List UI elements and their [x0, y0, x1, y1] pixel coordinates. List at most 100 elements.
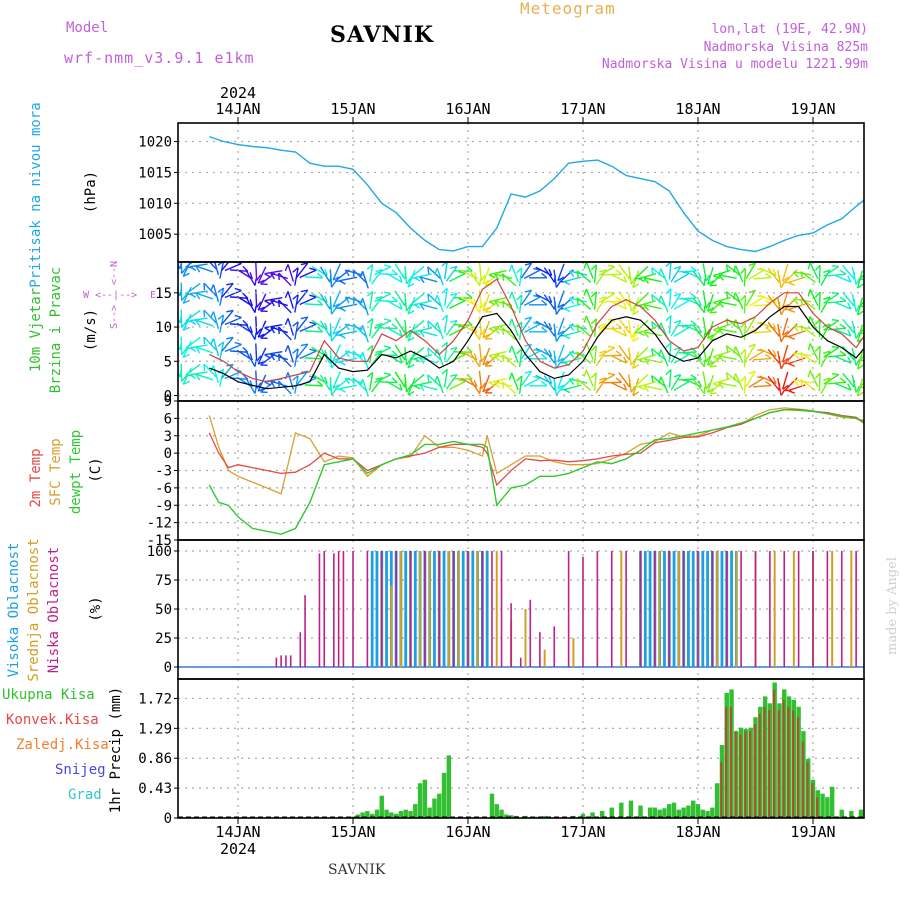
wind-barb: [419, 330, 438, 337]
wind-barb: [702, 371, 707, 390]
model-label: Model: [66, 20, 109, 36]
wind-barb-flag: [217, 262, 224, 266]
wind-barb-flag: [665, 288, 672, 295]
wind-barb: [876, 350, 891, 361]
wind-barb-flag: [332, 276, 340, 281]
wind-barb-flag: [623, 329, 628, 337]
precip-total-bar: [379, 795, 384, 818]
wind-barb-flag: [541, 326, 548, 333]
wind-barb: [264, 323, 283, 329]
wind-barb-flag: [466, 293, 473, 299]
precip-total-bar: [393, 813, 399, 818]
wind-barb: [827, 381, 846, 385]
wind-barb: [189, 371, 208, 376]
cloud-bar: [648, 551, 652, 667]
compass-north: <--N: [109, 261, 120, 285]
wind-barb-flag: [690, 320, 697, 326]
precip-total-bar: [446, 755, 452, 818]
wind-barb: [374, 266, 392, 276]
wind-barb: [352, 296, 367, 310]
wind-barb-flag: [623, 383, 628, 391]
wind-barb-flag: [615, 323, 623, 329]
wind-barb: [753, 384, 772, 388]
wind-barb-flag: [563, 389, 571, 394]
wind-barb: [319, 293, 331, 310]
wind-barb: [748, 377, 765, 388]
wind-barb: [443, 262, 448, 280]
dewpoint-line: [208, 408, 864, 535]
wind-barb-flag: [632, 283, 640, 289]
wind-barb-flag: [479, 386, 482, 394]
wind-barb: [245, 323, 256, 340]
wind-barb-flag: [375, 323, 383, 327]
cloud-bar: [485, 551, 489, 667]
wind-barb-flag: [508, 291, 513, 299]
wind-barb-flag: [332, 330, 340, 335]
wind-barb-flag: [249, 326, 253, 334]
wind-barb-flag: [383, 372, 392, 376]
wind-barb-flag: [868, 296, 873, 301]
wind-barb-flag: [300, 316, 308, 320]
wind-barb: [868, 269, 886, 272]
wind-barb: [644, 358, 662, 364]
wind-barb: [287, 345, 295, 363]
cloud-bar: [461, 551, 465, 667]
wind-barb: [618, 345, 631, 361]
wind-barb: [203, 363, 217, 378]
wind-barb: [478, 370, 483, 389]
wind-barb: [304, 384, 323, 387]
wind-barb: [651, 375, 667, 388]
wind-barb-flag: [427, 266, 430, 274]
wind-barb: [745, 262, 756, 280]
cloud-bar: [399, 551, 402, 667]
wind-barb: [374, 320, 392, 330]
wind-barb-flag: [501, 300, 505, 308]
wind-barb-flag: [524, 262, 532, 266]
wind-barb-flag: [284, 291, 289, 299]
precip-conv-bar: [806, 762, 809, 818]
wind-barb: [718, 328, 737, 333]
wind-barb-flag: [264, 273, 272, 278]
precip-total-bar: [839, 809, 844, 818]
cloud-bar: [385, 551, 388, 667]
cloud-bar: [285, 655, 287, 667]
wind-barb: [557, 344, 565, 362]
wind-barb: [718, 355, 737, 360]
wind-barb: [518, 294, 523, 314]
wind-barb: [414, 300, 432, 306]
temp-unit: (C): [88, 457, 104, 482]
y-tick-label: 1015: [138, 165, 172, 181]
cloud-bar: [735, 551, 738, 667]
wind-barb: [339, 384, 358, 390]
wind-barb: [185, 262, 194, 268]
wind-barb-flag: [226, 282, 234, 286]
wind-barb-flag: [277, 299, 280, 308]
cloud-mid-label: Srednja Oblacnost: [26, 538, 42, 681]
wind-barb-flag: [383, 264, 392, 268]
wind-barb: [718, 301, 737, 306]
precip-total-bar: [437, 793, 442, 818]
wind-barb-flag: [195, 373, 201, 381]
precip-unit: 1hr Precip (mm): [108, 687, 124, 813]
wind-barb-flag: [292, 375, 299, 381]
wind-barb: [702, 344, 707, 363]
wind-barb: [781, 317, 789, 336]
bottom-axis-day: 14JAN: [215, 823, 260, 841]
wind-barb-flag: [590, 291, 597, 298]
wind-barb: [296, 316, 309, 332]
wind-barb: [885, 323, 893, 339]
wind-barb-flag: [632, 391, 640, 397]
wind-barb: [678, 270, 697, 273]
wind-barb-flag: [330, 281, 337, 288]
wind-barb-flag: [249, 299, 253, 307]
wind-barb: [851, 320, 857, 339]
wind-barb: [257, 293, 267, 311]
wind-barb: [212, 365, 220, 384]
wind-barb-flag: [847, 275, 852, 283]
wind-barb: [673, 299, 690, 310]
wind-barb-flag: [800, 352, 804, 360]
precip-conv-bar: [753, 724, 756, 818]
cloud-bar: [370, 551, 374, 667]
wind-barb-flag: [718, 301, 724, 308]
